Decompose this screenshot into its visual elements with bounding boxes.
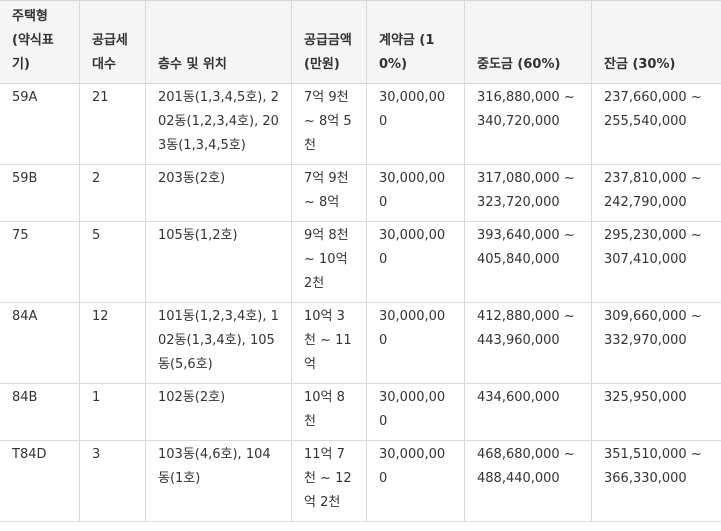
- cell-interim-payment: 468,680,000 ~ 488,440,000: [464, 440, 592, 522]
- cell-supply-units: 21: [79, 83, 146, 165]
- cell-interim-payment: 412,880,000 ~ 443,960,000: [464, 302, 592, 384]
- table-row: 84A 12 101동(1,2,3,4호), 102동(1,3,4호), 105…: [0, 302, 721, 384]
- cell-interim-payment: 434,600,000: [464, 383, 592, 441]
- cell-housing-type: 59A: [0, 83, 80, 165]
- cell-floor-location: 201동(1,3,4,5호), 202동(1,2,3,4호), 203동(1,3…: [145, 83, 292, 165]
- cell-housing-type: 75: [0, 221, 80, 303]
- cell-deposit: 30,000,000: [366, 221, 465, 303]
- cell-interim-payment: 393,640,000 ~ 405,840,000: [464, 221, 592, 303]
- cell-supply-units: 2: [79, 164, 146, 222]
- cell-floor-location: 103동(4,6호), 104동(1호): [145, 440, 292, 522]
- cell-supply-price: 9억 8천 ~ 10억 2천: [291, 221, 367, 303]
- cell-deposit: 30,000,000: [366, 302, 465, 384]
- cell-balance: 237,660,000 ~ 255,540,000: [591, 83, 721, 165]
- cell-supply-units: 12: [79, 302, 146, 384]
- cell-floor-location: 101동(1,2,3,4호), 102동(1,3,4호), 105동(5,6호): [145, 302, 292, 384]
- cell-supply-price: 10억 8천: [291, 383, 367, 441]
- table-body: 59A 21 201동(1,3,4,5호), 202동(1,2,3,4호), 2…: [0, 83, 721, 522]
- header-row: 주택형 (약식표기) 공급세대수 층수 및 위치 공급금액 (만원) 계약금 (…: [0, 0, 721, 84]
- header-housing-type: 주택형 (약식표기): [0, 0, 80, 84]
- header-supply-price: 공급금액 (만원): [291, 0, 367, 84]
- cell-interim-payment: 317,080,000 ~ 323,720,000: [464, 164, 592, 222]
- header-floor-location: 층수 및 위치: [145, 0, 292, 84]
- cell-balance: 351,510,000 ~ 366,330,000: [591, 440, 721, 522]
- table-row: 59B 2 203동(2호) 7억 9천 ~ 8억 30,000,000 317…: [0, 164, 721, 222]
- cell-interim-payment: 316,880,000 ~ 340,720,000: [464, 83, 592, 165]
- cell-deposit: 30,000,000: [366, 164, 465, 222]
- cell-floor-location: 105동(1,2호): [145, 221, 292, 303]
- cell-supply-price: 11억 7천 ~ 12억 2천: [291, 440, 367, 522]
- header-interim-payment: 중도금 (60%): [464, 0, 592, 84]
- header-supply-units: 공급세대수: [79, 0, 146, 84]
- cell-floor-location: 203동(2호): [145, 164, 292, 222]
- cell-housing-type: 59B: [0, 164, 80, 222]
- cell-balance: 309,660,000 ~ 332,970,000: [591, 302, 721, 384]
- cell-supply-price: 7억 9천 ~ 8억 5천: [291, 83, 367, 165]
- cell-deposit: 30,000,000: [366, 440, 465, 522]
- table-row: 84B 1 102동(2호) 10억 8천 30,000,000 434,600…: [0, 383, 721, 441]
- cell-supply-units: 5: [79, 221, 146, 303]
- header-balance: 잔금 (30%): [591, 0, 721, 84]
- cell-supply-price: 7억 9천 ~ 8억: [291, 164, 367, 222]
- cell-housing-type: T84D: [0, 440, 80, 522]
- header-deposit: 계약금 (10%): [366, 0, 465, 84]
- cell-deposit: 30,000,000: [366, 383, 465, 441]
- cell-supply-units: 3: [79, 440, 146, 522]
- cell-supply-price: 10억 3천 ~ 11억: [291, 302, 367, 384]
- cell-balance: 295,230,000 ~ 307,410,000: [591, 221, 721, 303]
- cell-housing-type: 84B: [0, 383, 80, 441]
- table-row: 75 5 105동(1,2호) 9억 8천 ~ 10억 2천 30,000,00…: [0, 221, 721, 303]
- cell-balance: 237,810,000 ~ 242,790,000: [591, 164, 721, 222]
- table-row: T84D 3 103동(4,6호), 104동(1호) 11억 7천 ~ 12억…: [0, 440, 721, 522]
- cell-deposit: 30,000,000: [366, 83, 465, 165]
- cell-housing-type: 84A: [0, 302, 80, 384]
- table-row: 59A 21 201동(1,3,4,5호), 202동(1,2,3,4호), 2…: [0, 83, 721, 165]
- cell-floor-location: 102동(2호): [145, 383, 292, 441]
- cell-balance: 325,950,000: [591, 383, 721, 441]
- table-header: 주택형 (약식표기) 공급세대수 층수 및 위치 공급금액 (만원) 계약금 (…: [0, 0, 721, 84]
- cell-supply-units: 1: [79, 383, 146, 441]
